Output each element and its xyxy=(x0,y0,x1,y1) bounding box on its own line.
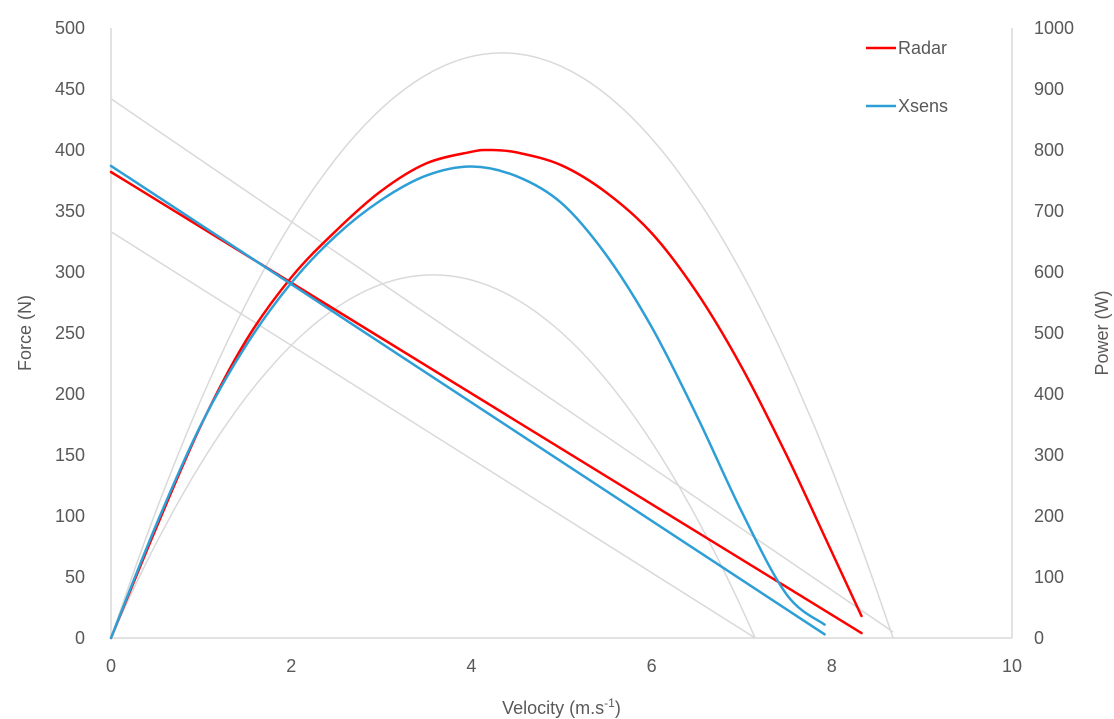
x-axis-title-superscript: -1 xyxy=(604,696,615,710)
xsens-force-line xyxy=(109,164,826,636)
y-tick-label: 250 xyxy=(55,323,85,343)
radar-legend-label: Radar xyxy=(898,38,947,58)
y2-tick-label: 500 xyxy=(1034,323,1064,343)
reference-power-curve xyxy=(110,274,756,639)
y-tick-label: 100 xyxy=(55,506,85,526)
y2-tick-label: 400 xyxy=(1034,384,1064,404)
y2-tick-label: 100 xyxy=(1034,567,1064,587)
data-series xyxy=(109,148,863,640)
reference-force-curve xyxy=(110,98,894,633)
y2-axis-title: Power (W) xyxy=(1092,291,1112,376)
y2-tick-label: 800 xyxy=(1034,140,1064,160)
y-tick-label: 400 xyxy=(55,140,85,160)
legend: Radar Xsens xyxy=(866,38,948,116)
x-tick-label: 4 xyxy=(466,656,476,676)
y-tick-label: 500 xyxy=(55,18,85,38)
x-tick-label: 6 xyxy=(647,656,657,676)
y2-tick-label: 200 xyxy=(1034,506,1064,526)
y-tick-label: 350 xyxy=(55,201,85,221)
y2-tick-label: 0 xyxy=(1034,628,1044,648)
y-tick-labels: 0 50 100 150 200 250 300 350 400 450 500 xyxy=(55,18,85,648)
y2-tick-labels: 0 100 200 300 400 500 600 700 800 900 1000 xyxy=(1034,18,1074,648)
xsens-legend-label: Xsens xyxy=(898,96,948,116)
y2-tick-label: 1000 xyxy=(1034,18,1074,38)
y-axis-title: Force (N) xyxy=(15,295,35,371)
reference-power-curve xyxy=(110,52,894,639)
x-axis-title: Velocity (m.s-1) xyxy=(502,696,621,718)
x-tick-label: 0 xyxy=(106,656,116,676)
y2-tick-label: 600 xyxy=(1034,262,1064,282)
reference-force-curve xyxy=(110,231,756,639)
reference-curves xyxy=(110,52,894,639)
radar-power-line xyxy=(109,148,863,640)
xsens-power-line xyxy=(109,165,826,640)
x-tick-label: 10 xyxy=(1002,656,1022,676)
y-tick-label: 300 xyxy=(55,262,85,282)
y2-tick-label: 700 xyxy=(1034,201,1064,221)
x-tick-label: 8 xyxy=(827,656,837,676)
y-tick-label: 150 xyxy=(55,445,85,465)
x-tick-label: 2 xyxy=(286,656,296,676)
y-tick-label: 200 xyxy=(55,384,85,404)
axes xyxy=(110,28,1013,639)
x-tick-labels: 0 2 4 6 8 10 xyxy=(106,656,1022,676)
y-tick-label: 0 xyxy=(75,628,85,648)
y-tick-label: 450 xyxy=(55,79,85,99)
y-tick-label: 50 xyxy=(65,567,85,587)
y2-tick-label: 900 xyxy=(1034,79,1064,99)
y2-tick-label: 300 xyxy=(1034,445,1064,465)
